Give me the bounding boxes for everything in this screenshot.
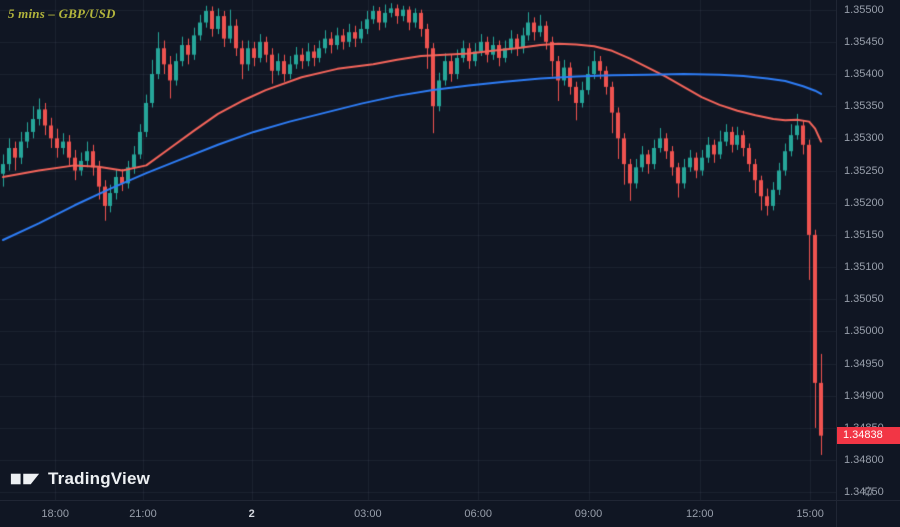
price-axis-label: 1.34750 — [844, 486, 884, 499]
price-axis-label: 1.35450 — [844, 35, 884, 48]
price-axis-label: 1.35050 — [844, 293, 884, 306]
price-axis-label: 1.35400 — [844, 68, 884, 80]
last-price-tag: 1.34838 — [837, 426, 900, 444]
time-axis-label: 06:00 — [464, 508, 492, 520]
price-axis-label: 1.35200 — [844, 196, 884, 209]
time-axis[interactable]: 18:00 21:00 2 03:00 06:00 09:00 12:00 15:00 — [0, 500, 836, 527]
chart-plot-area: 5 mins – GBP/USD TradingView — [0, 0, 836, 500]
time-axis-label: 2 — [248, 508, 255, 520]
time-axis-label: 21:00 — [129, 508, 157, 520]
candlestick-chart-canvas[interactable] — [0, 0, 836, 500]
price-axis-label: 1.35500 — [844, 3, 884, 16]
tradingview-logo-icon — [10, 468, 40, 490]
price-axis-label: 1.34950 — [844, 357, 884, 370]
price-axis-label: 1.35350 — [844, 100, 884, 113]
axis-corner-cell — [836, 500, 900, 527]
time-axis-label: 18:00 — [41, 508, 69, 520]
price-axis-label: 1.35100 — [844, 261, 884, 274]
price-axis[interactable]: 1.35500 1.35450 1.35400 1.35350 1.35300 1.352… — [836, 0, 900, 500]
price-scale-settings-gear-icon[interactable]: ⚙ — [862, 484, 875, 499]
symbol-interval-label: 5 mins – GBP/USD — [8, 6, 116, 21]
price-axis-label: 1.35250 — [844, 164, 884, 177]
time-axis-label: 12:00 — [685, 508, 714, 520]
time-axis-label: 09:00 — [574, 508, 603, 520]
price-axis-label: 1.34900 — [844, 389, 884, 402]
price-axis-label: 1.35150 — [844, 228, 884, 241]
price-axis-label: 1.35300 — [844, 132, 884, 145]
time-axis-label: 15:00 — [796, 508, 824, 520]
time-axis-label: 03:00 — [354, 508, 382, 520]
tradingview-logo-text: TradingView — [48, 469, 151, 488]
price-axis-label: 1.35000 — [844, 325, 884, 338]
tradingview-logo[interactable]: TradingView — [10, 468, 150, 490]
price-axis-label: 1.34800 — [844, 454, 884, 467]
